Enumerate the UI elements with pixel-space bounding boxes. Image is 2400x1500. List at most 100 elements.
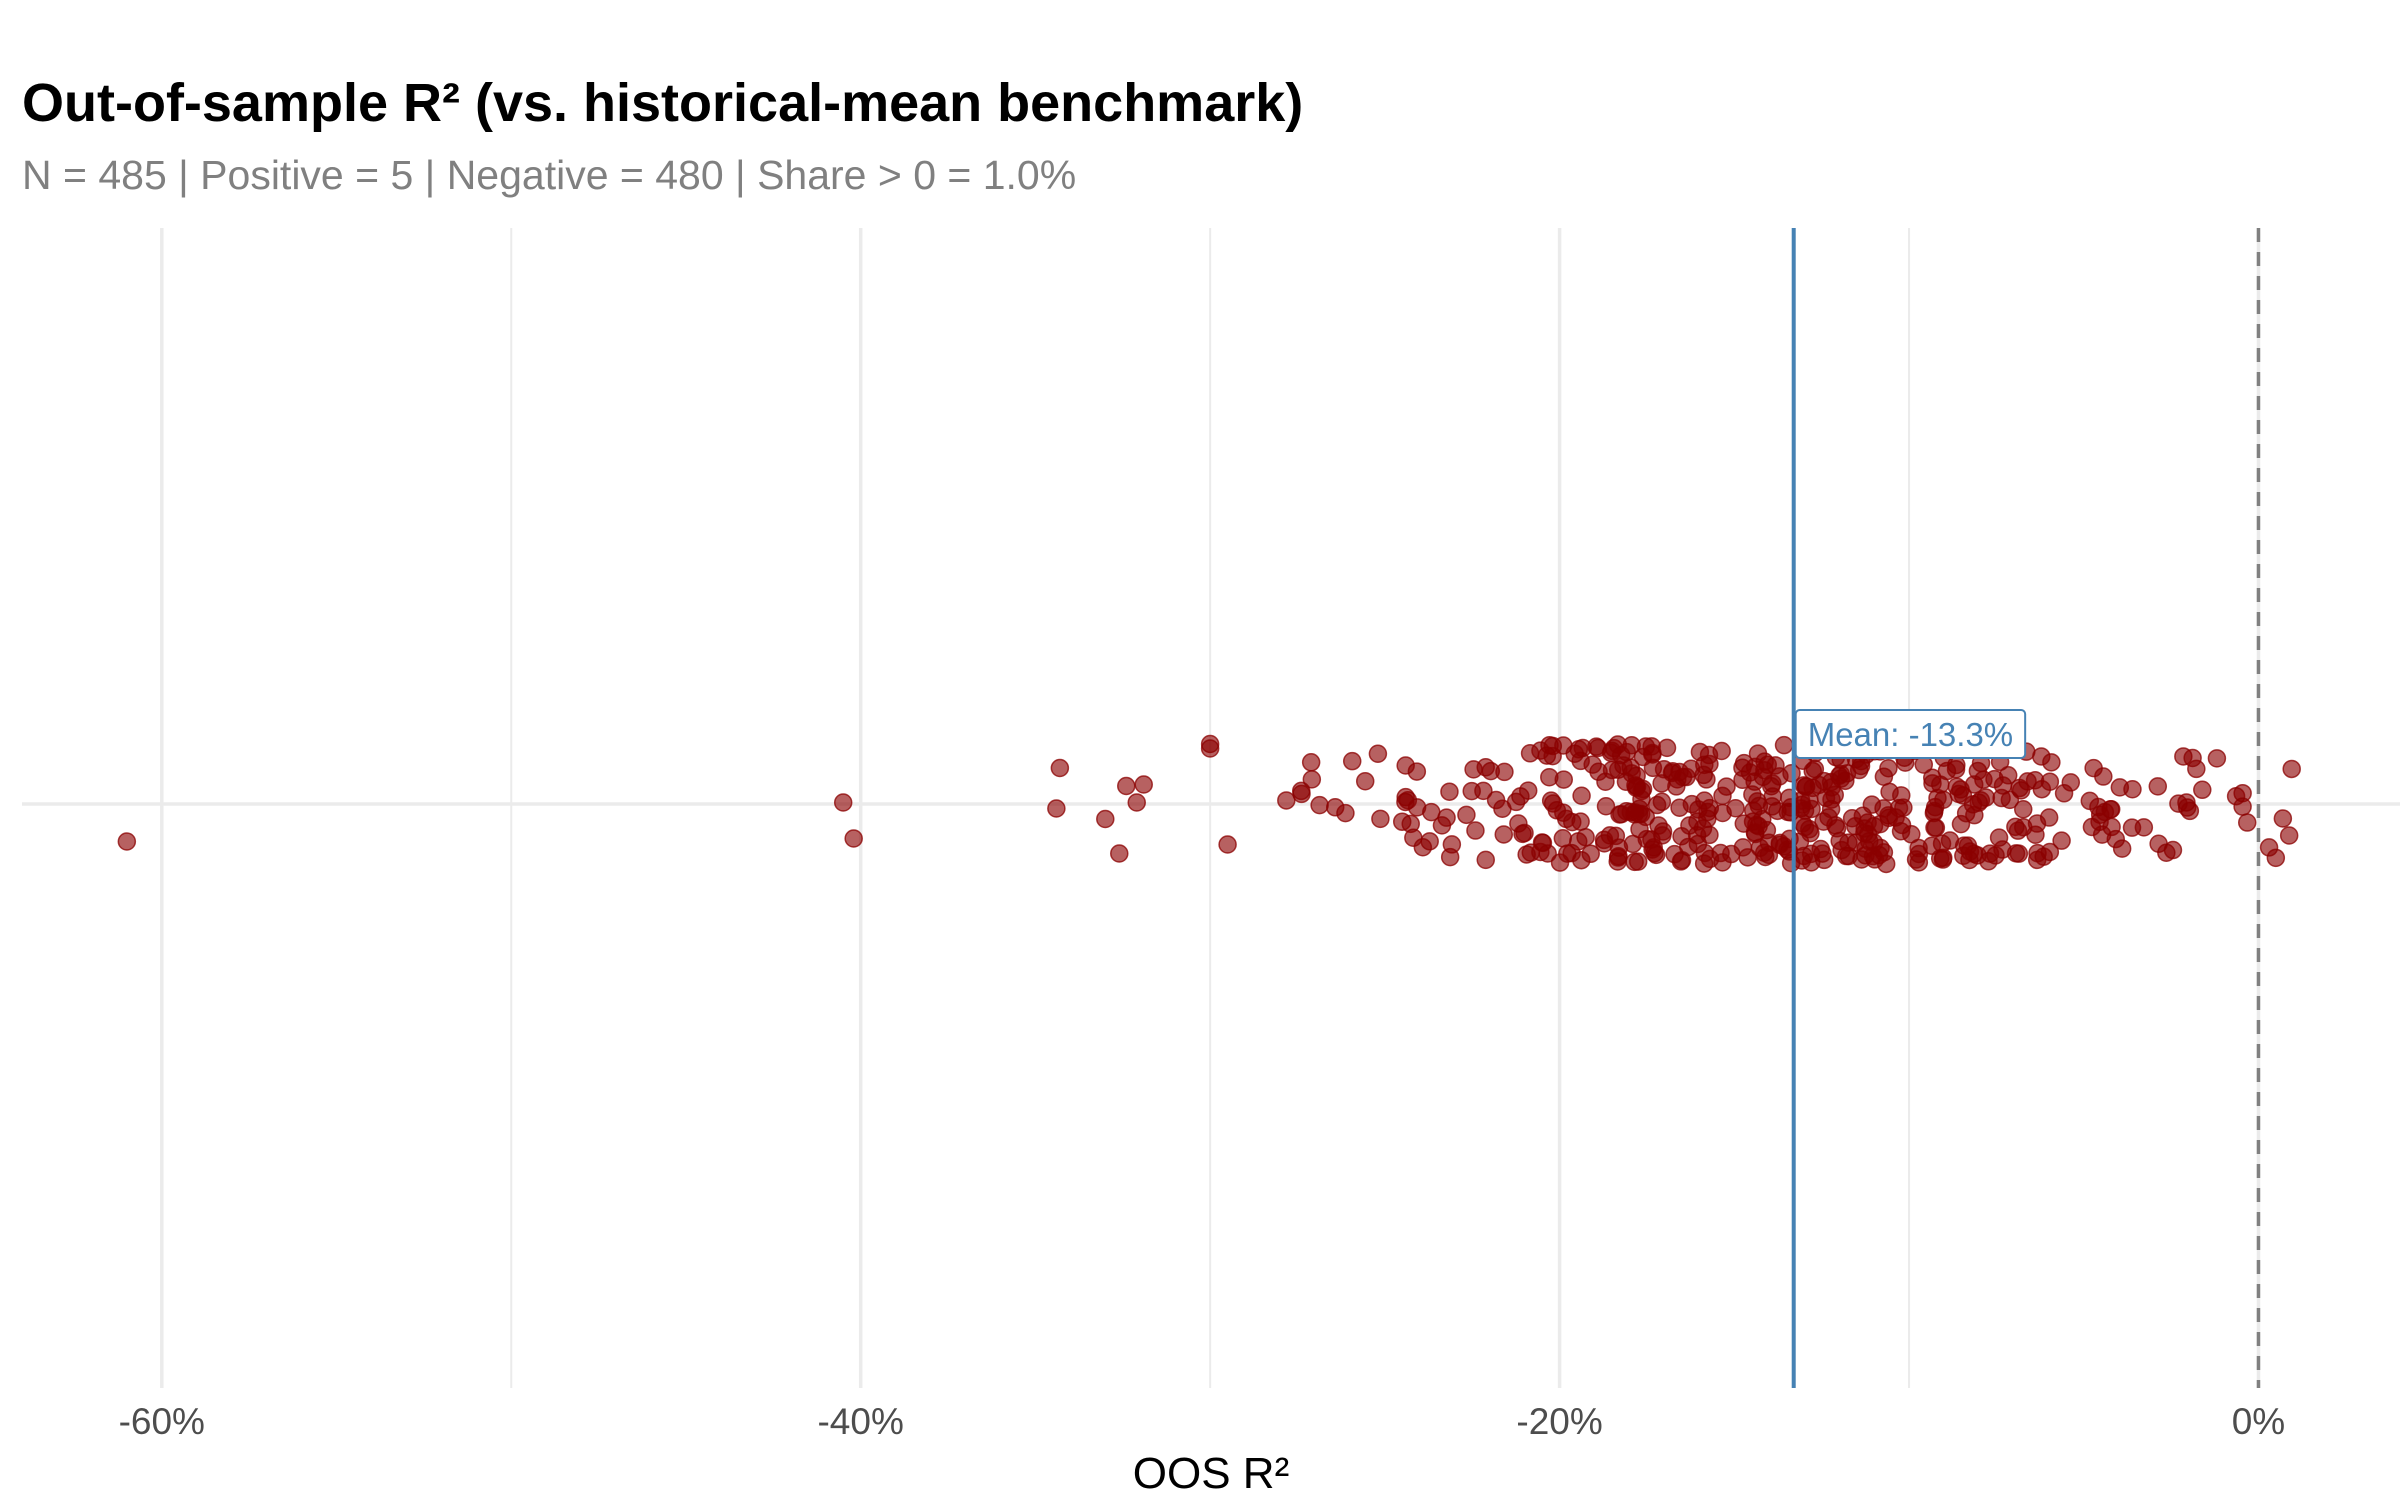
data-point: [1302, 770, 1322, 789]
data-point: [1722, 844, 1741, 864]
data-point: [2233, 797, 2252, 816]
data-point: [1110, 844, 1129, 863]
data-point: [1733, 770, 1752, 790]
data-point: [1717, 777, 1736, 796]
data-point: [2112, 839, 2132, 858]
data-point: [1649, 816, 1668, 835]
data-point: [2193, 780, 2212, 800]
data-point: [1814, 850, 1834, 870]
data-point: [1809, 775, 1829, 795]
data-point: [1336, 803, 1355, 823]
data-point: [1937, 761, 1957, 781]
data-point: [1554, 770, 1574, 789]
x-tick-label: 0%: [2232, 1401, 2285, 1442]
data-point: [1795, 817, 1815, 837]
data-point: [1989, 828, 2009, 847]
data-point: [1396, 792, 1415, 812]
data-point: [2027, 814, 2047, 833]
data-point: [2054, 784, 2074, 803]
data-point: [1127, 793, 1146, 812]
data-point: [2110, 778, 2130, 797]
mean-label-box: [1794, 709, 2027, 759]
data-point: [1670, 798, 1689, 817]
data-point: [1774, 735, 1794, 755]
points-layer: [117, 734, 2301, 874]
data-point: [2040, 772, 2060, 791]
data-point: [1985, 769, 2004, 789]
data-point: [1608, 852, 1627, 871]
data-point: [1652, 792, 1672, 812]
data-point: [1476, 850, 1495, 870]
data-point: [1573, 738, 1593, 758]
data-point: [1794, 846, 1814, 866]
data-point: [1623, 834, 1643, 854]
data-point: [1486, 790, 1506, 810]
mean-label: Mean: -13.3%: [1794, 709, 2027, 759]
data-point: [1200, 739, 1220, 758]
data-point: [1291, 781, 1311, 801]
data-point: [1440, 782, 1459, 801]
data-point: [2032, 747, 2051, 766]
data-point: [2013, 799, 2033, 819]
data-point: [2169, 794, 2188, 813]
data-point: [1665, 844, 1684, 864]
data-point: [1954, 846, 1973, 865]
data-point: [1543, 794, 1563, 813]
data-point: [1694, 854, 1714, 873]
data-point: [2279, 826, 2299, 845]
data-point: [1506, 792, 1526, 812]
data-point: [1474, 781, 1493, 801]
data-point: [2183, 748, 2202, 768]
data-point: [1625, 852, 1644, 872]
data-point: [1690, 742, 1710, 762]
data-point: [1726, 798, 1745, 818]
x-axis-ticks: -60% -40% -20% 0%: [119, 1401, 2286, 1442]
data-point: [1743, 801, 1763, 820]
data-point: [1533, 833, 1553, 853]
data-point: [1301, 753, 1321, 772]
data-point: [1859, 831, 1879, 851]
data-point: [1096, 809, 1115, 829]
data-point: [1643, 745, 1662, 764]
data-point: [2009, 844, 2029, 863]
data-point: [1792, 795, 1812, 814]
data-point: [1521, 843, 1541, 862]
data-point: [2282, 759, 2301, 779]
data-point: [1277, 791, 1296, 810]
data-point: [2148, 777, 2168, 796]
data-point: [117, 832, 137, 851]
data-point: [1392, 812, 1412, 831]
data-point: [1464, 760, 1483, 779]
data-point: [1830, 831, 1849, 851]
data-point: [1925, 818, 1944, 837]
data-point: [2082, 817, 2102, 837]
data-point: [1407, 762, 1427, 781]
data-point: [2149, 834, 2168, 854]
data-point: [1874, 767, 1894, 786]
data-point: [1531, 741, 1550, 760]
x-tick-label: -60%: [119, 1401, 205, 1442]
mean-label-text: Mean: -13.3%: [1808, 716, 2013, 753]
data-point: [844, 829, 863, 848]
data-point: [1432, 816, 1452, 835]
data-point: [1583, 755, 1602, 774]
data-point: [1700, 754, 1719, 774]
data-point: [2006, 817, 2025, 837]
data-point: [1218, 835, 1237, 854]
data-point: [2028, 843, 2047, 863]
data-point: [1782, 763, 1801, 783]
data-point: [1050, 758, 1070, 778]
data-point: [1596, 772, 1615, 791]
chart-subtitle: N = 485 | Positive = 5 | Negative = 480 …: [22, 152, 1077, 198]
data-point: [1596, 796, 1616, 816]
data-point: [2052, 831, 2071, 850]
data-point: [1753, 767, 1773, 787]
data-point: [1879, 806, 1898, 825]
data-point: [2084, 758, 2103, 778]
data-point: [1563, 812, 1582, 832]
data-point: [1457, 805, 1476, 825]
data-point: [1572, 786, 1591, 806]
data-point: [1980, 844, 2000, 863]
data-point: [2259, 838, 2279, 857]
data-point: [2134, 818, 2154, 837]
